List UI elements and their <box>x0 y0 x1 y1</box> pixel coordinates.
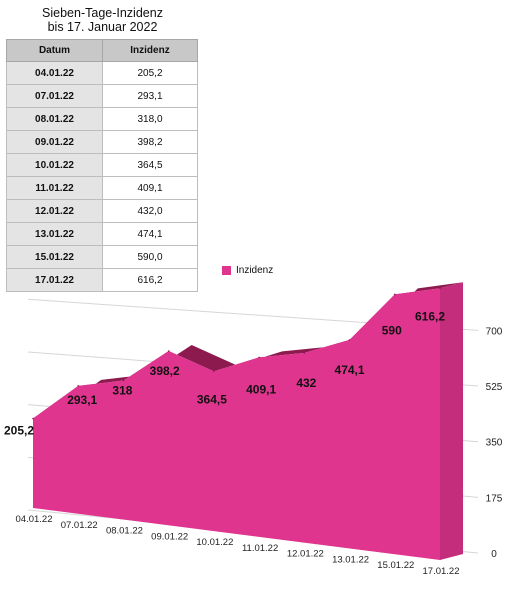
cell-value: 293,1 <box>102 84 198 108</box>
cell-date: 11.01.22 <box>6 176 103 200</box>
cell-date: 04.01.22 <box>6 61 103 85</box>
data-label: 474,1 <box>335 363 365 377</box>
legend-label: Inzidenz <box>236 265 274 276</box>
data-label: 590 <box>382 323 402 337</box>
cell-value: 318,0 <box>102 107 198 131</box>
title-line-1: Sieben-Tage-Inzidenz <box>42 6 163 20</box>
y-tick-label: 175 <box>486 493 503 504</box>
cell-value: 364,5 <box>102 153 198 177</box>
data-label: 293,1 <box>67 393 97 407</box>
area-front-face <box>33 288 440 560</box>
chart-legend: Inzidenz <box>222 265 273 276</box>
x-tick-label: 10.01.22 <box>196 537 233 548</box>
area-series <box>32 282 463 560</box>
x-tick-label: 11.01.22 <box>242 543 278 554</box>
data-label: 364,5 <box>197 392 227 406</box>
data-label: 318 <box>112 384 132 398</box>
data-labels: 205,2 293,1 318 398,2 364,5 409,1 432 474,1 590 6… <box>4 309 445 437</box>
legend-swatch <box>222 266 231 275</box>
cell-value: 205,2 <box>102 61 198 85</box>
data-point <box>258 356 260 359</box>
cell-date: 10.01.22 <box>6 153 103 177</box>
cell-date: 07.01.22 <box>6 84 103 108</box>
data-point <box>77 385 80 387</box>
table-row: 07.01.22 293,1 <box>6 84 198 108</box>
y-tick-label: 350 <box>486 438 503 449</box>
table-row: 11.01.22 409,1 <box>6 176 198 200</box>
x-tick-label: 12.01.22 <box>287 549 324 560</box>
data-point <box>167 350 170 352</box>
x-tick-label: 17.01.22 <box>423 566 460 577</box>
header-date: Datum <box>6 39 103 62</box>
y-tick-label: 525 <box>486 382 503 393</box>
data-point <box>303 352 306 354</box>
cell-date: 15.01.22 <box>6 245 103 269</box>
data-point <box>393 293 396 296</box>
cell-value: 616,2 <box>102 268 198 292</box>
table-row: 13.01.22 474,1 <box>6 222 198 246</box>
x-axis-labels: 04.01.22 07.01.22 08.01.22 09.01.22 10.01.22… <box>16 514 460 577</box>
table-row: 17.01.22 616,2 <box>6 268 198 292</box>
x-tick-label: 09.01.22 <box>151 531 188 542</box>
data-label: 432 <box>296 376 316 390</box>
cell-date: 17.01.22 <box>6 268 103 292</box>
area-side-face <box>440 282 463 560</box>
table-header-row: Datum Inzidenz <box>6 39 198 62</box>
incidence-table: Datum Inzidenz 04.01.22 205,2 07.01.22 293… <box>6 39 198 292</box>
y-tick-label: 700 <box>486 326 503 337</box>
data-point <box>213 370 215 373</box>
data-point <box>32 417 34 420</box>
table-row: 04.01.22 205,2 <box>6 61 198 85</box>
data-label: 616,2 <box>415 309 445 323</box>
y-tick-label: 0 <box>491 549 497 560</box>
table-row: 10.01.22 364,5 <box>6 153 198 177</box>
title-line-2: bis 17. Januar 2022 <box>47 20 158 34</box>
data-point <box>348 339 351 341</box>
y-axis-ticks: 0 175 350 525 700 <box>486 326 503 560</box>
table-title: Sieben-Tage-Inzidenz bis 17. Januar 2022 <box>0 6 205 34</box>
table-row: 08.01.22 318,0 <box>6 107 198 131</box>
data-point <box>122 379 125 382</box>
cell-date: 09.01.22 <box>6 130 103 154</box>
cell-value: 409,1 <box>102 176 198 200</box>
data-label: 398,2 <box>150 364 180 378</box>
x-tick-label: 04.01.22 <box>16 514 53 525</box>
data-label: 205,2 <box>4 424 34 438</box>
header-incidence: Inzidenz <box>102 39 198 62</box>
x-tick-label: 08.01.22 <box>106 526 143 537</box>
x-tick-label: 13.01.22 <box>332 554 369 565</box>
data-point <box>439 287 441 290</box>
x-tick-label: 15.01.22 <box>377 560 414 571</box>
data-label: 409,1 <box>246 382 276 396</box>
x-tick-label: 07.01.22 <box>61 520 98 531</box>
